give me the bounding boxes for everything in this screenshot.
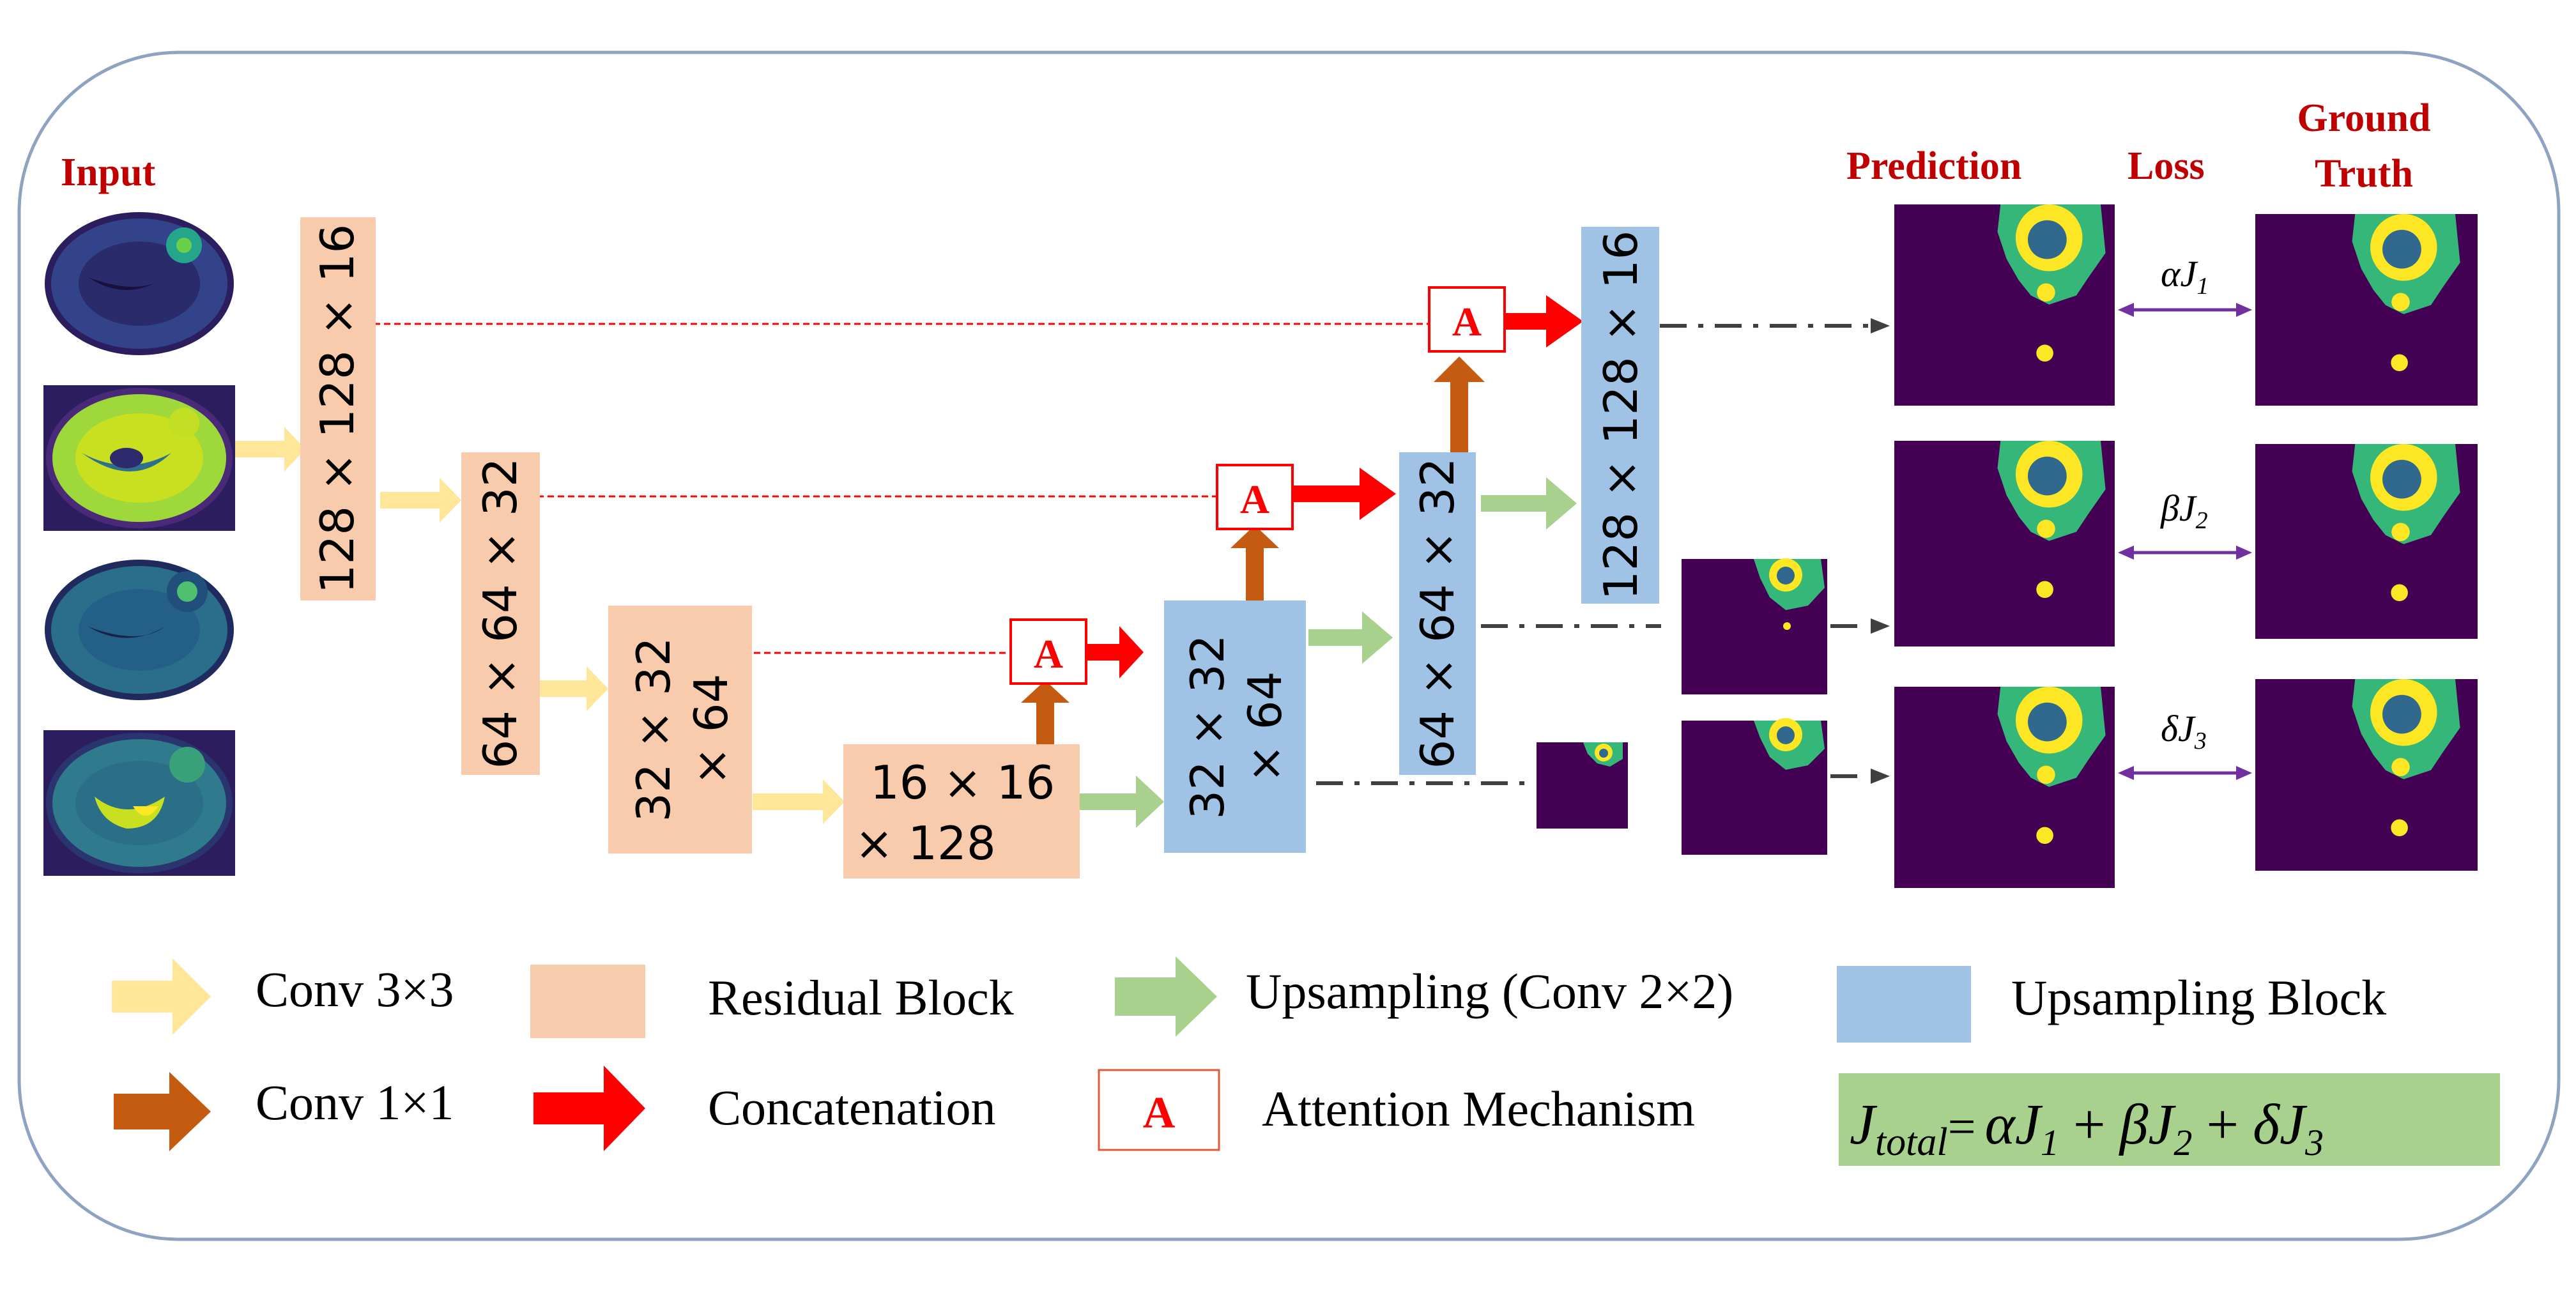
encoder-block-3: 32 × 32 × 64 [608, 606, 752, 853]
block-label: × 64 [1238, 671, 1292, 783]
block-label: 32 × 32 [627, 637, 680, 822]
total-loss-formula: Jtotal= αJ1 + βJ2 + δJ3 [1839, 1073, 2500, 1166]
prediction-image [1894, 687, 2115, 888]
input-mri-image [43, 211, 235, 356]
heading-prediction: Prediction [1846, 144, 2021, 188]
legend-conv3-swatch [112, 958, 211, 1035]
conv1-arrow [1021, 680, 1070, 744]
heading-ground-truth-line2: Truth [2315, 152, 2413, 195]
block-label: 64 × 64 × 32 [473, 457, 527, 769]
loss-alpha: αJ1 [2161, 253, 2209, 300]
block-label: × 64 [684, 674, 738, 786]
conv1-arrow [1230, 525, 1279, 602]
heading-input: Input [61, 151, 156, 194]
attention-gate: A [1428, 286, 1506, 353]
conv1-arrow [1434, 356, 1485, 454]
arrowhead [1871, 769, 1890, 784]
decoder-block-2: 64 × 64 × 32 [1399, 452, 1476, 775]
heading-loss: Loss [2128, 144, 2205, 188]
conv3-arrow [235, 427, 305, 471]
legend-upsample-label: Upsampling (Conv 2×2) [1246, 963, 1733, 1019]
attention-letter: A [1034, 631, 1063, 677]
bottleneck-block: 16 × 16 × 128 [843, 744, 1080, 878]
loss-delta: δJ3 [2161, 708, 2207, 754]
attention-letter: A [1452, 299, 1482, 344]
formula-background [1839, 1073, 2500, 1166]
legend-upblock-swatch [1837, 966, 1971, 1043]
conv3-arrow [753, 779, 845, 824]
concat-arrow [1294, 468, 1396, 520]
encoder-block-2: 64 × 64 × 32 [461, 452, 540, 775]
legend-attention-icon: A [1143, 1089, 1176, 1138]
prediction-image [1894, 204, 2115, 406]
legend: Conv 3×3 Residual Block Upsampling (Conv… [112, 956, 2386, 1151]
block-label: 128 × 128 × 16 [1594, 231, 1648, 601]
upsample-arrow [1308, 611, 1393, 664]
conv3-arrow [380, 478, 461, 523]
block-label: × 128 [855, 816, 996, 870]
loss-beta: βJ2 [2160, 487, 2208, 534]
ground-truth-image [2255, 679, 2478, 871]
input-mri-image [43, 730, 235, 876]
segmentation-output-medium [1682, 718, 1827, 855]
legend-concat-label: Concatenation [708, 1080, 996, 1135]
legend-upsample-swatch [1115, 956, 1217, 1037]
arrowhead [1871, 318, 1890, 333]
legend-conv3-label: Conv 3×3 [256, 961, 454, 1017]
block-label: 128 × 128 × 16 [310, 224, 364, 594]
legend-residual-swatch [530, 965, 645, 1038]
arrowhead [1871, 618, 1890, 634]
input-mri-image [43, 385, 235, 531]
segmentation-output-small [1537, 742, 1628, 829]
prediction-image [1894, 441, 2115, 646]
ground-truth-image [2255, 444, 2478, 639]
encoder-block-1: 128 × 128 × 16 [300, 217, 376, 601]
upsample-arrow [1078, 776, 1164, 828]
concat-arrow [1080, 626, 1144, 678]
legend-conv1-label: Conv 1×1 [256, 1075, 454, 1130]
legend-conv1-swatch [114, 1072, 211, 1151]
segmentation-output-medium [1682, 558, 1827, 694]
attention-gate: A [1009, 618, 1087, 685]
legend-upblock-label: Upsampling Block [2011, 970, 2386, 1025]
conv3-arrow [496, 666, 608, 711]
legend-concat-swatch [533, 1066, 645, 1151]
formula-text: Jtotal= αJ1 + βJ2 + δJ3 [1850, 1093, 2324, 1164]
decoder-block-1: 128 × 128 × 16 [1581, 227, 1659, 604]
decoder-block-3: 32 × 32 × 64 [1164, 601, 1306, 853]
block-label: 16 × 16 [870, 756, 1055, 809]
upsample-arrow [1481, 477, 1577, 530]
block-label: 64 × 64 × 32 [1411, 457, 1464, 769]
input-mri-image [43, 557, 235, 703]
legend-attention-swatch [1098, 1069, 1220, 1151]
ground-truth-image [2255, 214, 2478, 406]
attention-letter: A [1240, 477, 1269, 522]
attention-gate: A [1216, 464, 1294, 530]
legend-attention-label: Attention Mechanism [1262, 1081, 1695, 1136]
block-label: 32 × 32 [1181, 634, 1234, 819]
legend-residual-label: Residual Block [708, 970, 1014, 1025]
concat-arrow [1501, 295, 1583, 348]
heading-ground-truth-line1: Ground [2297, 96, 2430, 140]
